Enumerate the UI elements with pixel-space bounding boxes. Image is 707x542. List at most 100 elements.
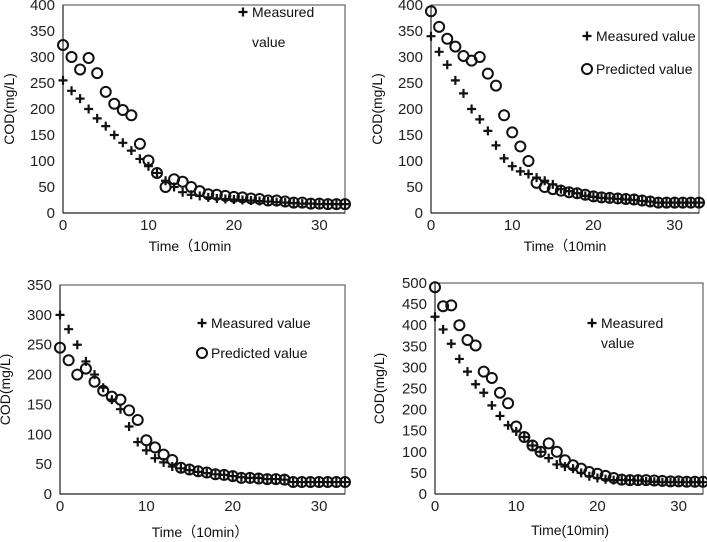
predicted-point — [668, 196, 681, 209]
x-tick-label: 0 — [431, 498, 439, 515]
measured-point — [519, 432, 529, 442]
x-tick-label: 20 — [589, 498, 606, 515]
x-tick-label: 30 — [311, 498, 328, 515]
predicted-point — [615, 473, 628, 486]
predicted-point — [429, 281, 441, 294]
predicted-point — [603, 191, 616, 204]
measured-point — [84, 104, 94, 114]
predicted-point — [261, 473, 274, 486]
y-tick-label: 200 — [30, 101, 55, 118]
predicted-point — [680, 475, 693, 488]
measured-point — [101, 121, 111, 131]
measured-point — [471, 379, 481, 389]
predicted-point — [174, 461, 187, 474]
y-tick-label: 400 — [398, 0, 423, 14]
measured-point — [552, 459, 562, 469]
y-tick-label: 350 — [402, 338, 427, 355]
y-tick-label: 0 — [44, 486, 52, 503]
series-measured-value — [55, 310, 350, 487]
predicted-point — [97, 384, 110, 397]
predicted-point — [664, 475, 677, 488]
y-tick-label: 200 — [27, 367, 52, 384]
measured-point — [434, 47, 444, 57]
y-axis-label: COD(mg/L) — [0, 354, 13, 426]
legend-label-line: Measured — [252, 4, 314, 20]
predicted-point — [461, 333, 474, 346]
measured-point — [491, 140, 501, 150]
x-axis-label: Time（10min） — [152, 524, 249, 540]
measured-point — [438, 324, 448, 334]
predicted-point — [321, 198, 334, 211]
legend-label-line: value — [252, 34, 286, 50]
y-tick-label: 150 — [30, 127, 55, 144]
measured-point — [454, 354, 464, 364]
y-tick-label: 100 — [398, 153, 423, 170]
predicted-point — [236, 191, 249, 204]
measured-point — [515, 166, 525, 176]
predicted-point — [433, 20, 446, 33]
y-tick-label: 50 — [38, 179, 55, 196]
predicted-point — [62, 354, 75, 367]
predicted-point — [489, 79, 502, 92]
predicted-point — [287, 476, 300, 489]
y-tick-label: 100 — [27, 426, 52, 443]
measured-point — [430, 312, 440, 322]
predicted-point — [82, 52, 95, 65]
series-predicted-value — [57, 39, 351, 211]
predicted-point — [599, 469, 612, 482]
x-tick-label: 30 — [670, 498, 687, 515]
measured-point — [118, 138, 128, 148]
x-tick-label: 0 — [427, 217, 435, 234]
predicted-point — [453, 319, 466, 332]
measured-point — [462, 367, 472, 377]
predicted-point — [313, 197, 326, 210]
predicted-point — [676, 196, 689, 209]
predicted-point — [91, 67, 104, 80]
predicted-point — [252, 472, 265, 485]
predicted-point — [510, 420, 523, 433]
predicted-point — [571, 187, 584, 200]
predicted-point — [88, 375, 101, 388]
predicted-point — [506, 126, 519, 139]
predicted-point — [140, 434, 153, 447]
measured-point — [124, 422, 134, 432]
predicted-point — [469, 339, 482, 352]
measured-point — [475, 114, 485, 124]
predicted-point — [526, 439, 539, 452]
y-tick-label: 150 — [402, 423, 427, 440]
predicted-point — [196, 347, 208, 359]
predicted-point — [595, 191, 608, 204]
measured-point — [72, 340, 82, 350]
measured-point — [126, 146, 136, 156]
y-tick-label: 250 — [27, 337, 52, 354]
predicted-point — [656, 474, 669, 487]
y-tick-label: 350 — [30, 23, 55, 40]
x-tick-label: 10 — [504, 217, 521, 234]
x-tick-label: 30 — [666, 217, 683, 234]
predicted-point — [632, 474, 645, 487]
measured-point — [527, 440, 537, 450]
predicted-point — [693, 196, 705, 209]
predicted-point — [563, 186, 576, 199]
predicted-point — [313, 476, 326, 489]
predicted-point — [579, 188, 592, 201]
predicted-point — [623, 474, 636, 487]
predicted-point — [493, 386, 506, 399]
predicted-point — [583, 466, 596, 479]
predicted-point — [330, 476, 343, 489]
predicted-point — [200, 466, 213, 479]
x-axis-label: Time（10min — [149, 238, 232, 254]
predicted-point — [697, 475, 707, 488]
measured-point — [536, 447, 546, 457]
legend-label: Measured value — [211, 315, 311, 331]
measured-point — [446, 339, 456, 349]
predicted-point — [554, 184, 567, 197]
measured-point — [58, 75, 68, 85]
legend: Measured value Predicted value — [581, 28, 696, 77]
measured-point — [238, 7, 248, 17]
measured-point — [75, 94, 85, 104]
predicted-point — [235, 471, 248, 484]
legend: Measured value Predicted value — [196, 315, 311, 361]
